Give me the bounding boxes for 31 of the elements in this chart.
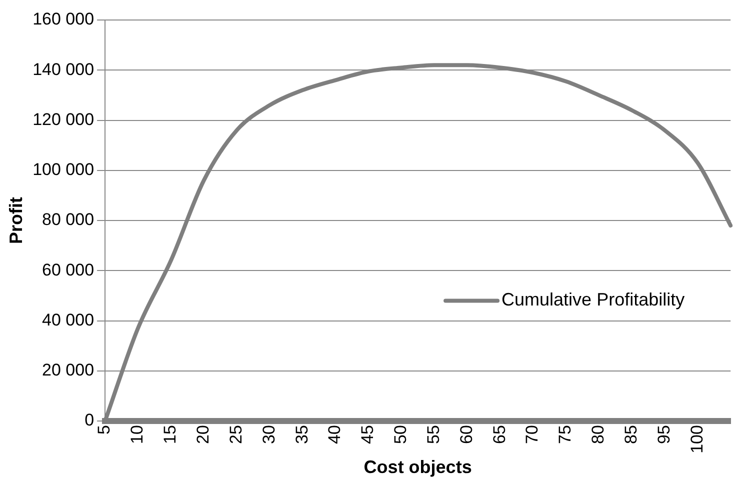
x-tick-label: 70	[522, 425, 542, 444]
y-tick-label: 120 000	[32, 110, 94, 129]
x-tick-label: 65	[490, 425, 509, 444]
x-tick-label: 5	[94, 425, 114, 435]
y-axis-title: Profit	[6, 197, 26, 244]
y-tick-label: 100 000	[32, 160, 94, 180]
y-tick-label: 60 000	[42, 260, 94, 280]
legend-label: Cumulative Profitability	[502, 290, 685, 310]
x-tick-label: 30	[259, 425, 278, 444]
x-tick-label: 60	[456, 425, 476, 444]
y-tick-label: 0	[84, 410, 94, 430]
x-tick-label: 100	[687, 425, 706, 454]
y-tick-label: 80 000	[42, 210, 94, 230]
x-axis-title: Cost objects	[364, 457, 472, 478]
x-tick-label: 40	[325, 425, 344, 444]
x-tick-label: 20	[194, 425, 213, 444]
x-tick-label: 55	[424, 425, 443, 444]
x-tick-label: 80	[588, 425, 608, 444]
x-tick-label: 15	[160, 425, 180, 444]
x-tick-label: 50	[391, 425, 410, 444]
y-tick-label: 40 000	[42, 310, 94, 330]
x-tick-label: 35	[292, 425, 312, 444]
x-tick-label: 25	[226, 425, 246, 444]
y-tick-label: 20 000	[42, 360, 94, 380]
x-tick-label: 85	[622, 425, 641, 444]
x-tick-label: 45	[358, 425, 378, 444]
x-tick-label: 10	[128, 425, 147, 444]
x-tick-label: 75	[556, 425, 575, 444]
y-tick-label: 160 000	[32, 10, 94, 29]
y-tick-label: 140 000	[32, 60, 94, 79]
x-tick-label: 95	[654, 425, 674, 444]
